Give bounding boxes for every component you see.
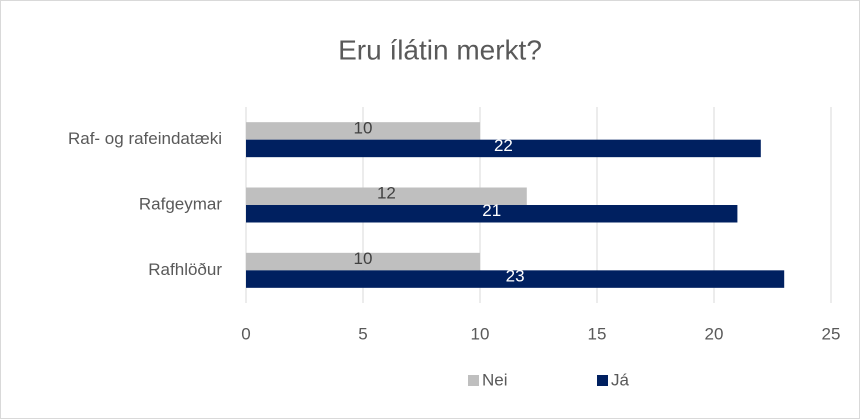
x-tick-label: 10	[471, 324, 490, 343]
legend-label: Já	[611, 370, 630, 389]
bar	[246, 205, 738, 223]
x-tick-label: 15	[588, 324, 607, 343]
y-tick-label: Raf- og rafeindatæki	[68, 129, 222, 148]
data-label: 12	[377, 184, 396, 203]
data-label: 23	[506, 267, 525, 286]
bar	[246, 122, 480, 140]
legend-label: Nei	[482, 370, 508, 389]
bar	[246, 187, 527, 205]
bar	[246, 270, 785, 288]
data-label: 10	[354, 249, 373, 268]
legend-swatch	[468, 375, 479, 386]
y-tick-label: Rafgeymar	[139, 194, 222, 213]
bar	[246, 139, 761, 158]
x-tick-label: 5	[358, 324, 367, 343]
x-tick-label: 25	[822, 324, 841, 343]
data-label: 10	[354, 118, 373, 137]
x-tick-label: 0	[241, 324, 250, 343]
data-label: 21	[482, 201, 501, 220]
data-label: 22	[494, 136, 513, 155]
x-tick-label: 20	[705, 324, 724, 343]
y-tick-label: Rafhlöður	[148, 260, 222, 279]
legend-swatch	[597, 375, 608, 386]
chart-title: Eru ílátin merkt?	[338, 34, 542, 65]
bar	[246, 252, 480, 271]
